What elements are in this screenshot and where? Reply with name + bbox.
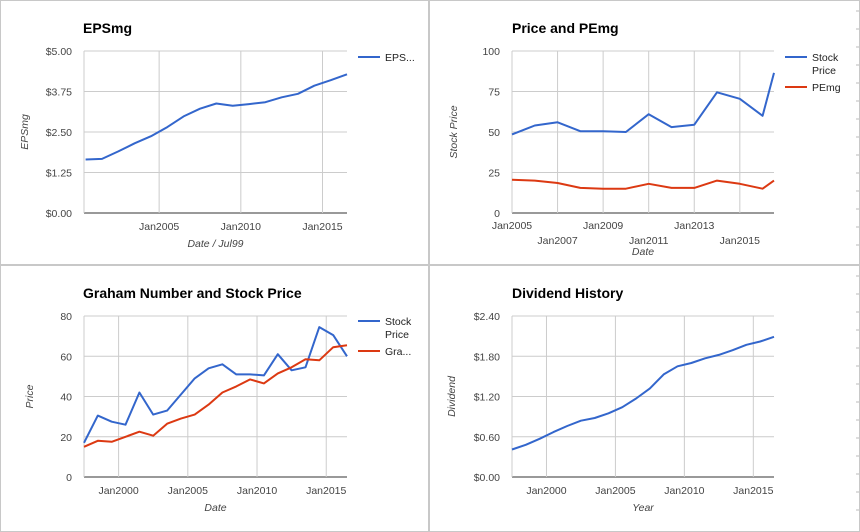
x-tick-label: Jan2011	[629, 235, 669, 247]
chart-svg: Graham Number and Stock Price 0 20 40 60 80 Ja…	[24, 285, 412, 514]
x-tick-label: Jan2015	[306, 485, 346, 497]
y-tick-label: 0	[494, 208, 500, 220]
legend-label: EPS...	[385, 52, 415, 64]
series-line-series	[511, 335, 775, 451]
chart-title: EPSmg	[83, 20, 132, 36]
y-axis-title: Price	[24, 384, 36, 408]
x-tick-label: Jan2000	[526, 485, 566, 497]
x-tick-label: Jan2013	[674, 220, 714, 232]
y-tick-label: $1.25	[46, 168, 72, 180]
legend-label: PEmg	[812, 82, 841, 94]
x-tick-label: Jan2015	[733, 485, 773, 497]
x-axis-title: Date	[632, 246, 654, 258]
chart-panel-dividend-history: Dividend History $0.00 $0.60 $1.20 $1.80 $2.4…	[430, 266, 859, 531]
y-tick-label: $0.60	[474, 432, 500, 444]
x-tick-label: Jan2005	[168, 485, 208, 497]
legend-label: Gra...	[385, 346, 411, 358]
y-tick-label: $1.80	[474, 351, 500, 363]
y-axis-title: Dividend	[446, 375, 458, 417]
legend-label: Stock Price	[812, 52, 839, 77]
y-tick-label: 50	[488, 127, 500, 139]
x-tick-label: Jan2009	[583, 220, 623, 232]
y-tick-label: 60	[60, 351, 72, 363]
chart-panel-price-pemg: Price and PEmg 0 25 50 75 100 Jan2005 Jan2007 Ja…	[430, 1, 859, 264]
series-line-gra	[83, 344, 348, 448]
y-tick-label: 40	[60, 392, 72, 404]
x-tick-label: Jan2005	[595, 485, 635, 497]
chart-title: Price and PEmg	[512, 20, 619, 36]
x-tick-label: Jan2005	[139, 221, 179, 233]
x-axis-title: Year	[632, 502, 654, 514]
chart-panel-epsmg: EPSmg $0.00 $1.25 $2.50 $3.75 $5.00 Jan2005 Jan…	[1, 1, 428, 264]
chart-title: Dividend History	[512, 285, 623, 301]
chart-svg: Dividend History $0.00 $0.60 $1.20 $1.80 $2.4…	[446, 275, 859, 514]
y-tick-label: 75	[488, 87, 500, 99]
x-tick-label: Jan2010	[237, 485, 277, 497]
y-tick-label: $0.00	[46, 208, 72, 220]
series-line-eps	[85, 73, 348, 161]
series-line-pemg	[511, 178, 775, 190]
x-axis-title: Date / Jul99	[187, 238, 243, 250]
y-axis-title: EPSmg	[19, 114, 31, 150]
x-tick-label: Jan2007	[537, 235, 577, 247]
y-tick-label: 25	[488, 168, 500, 180]
y-tick-label: $1.20	[474, 392, 500, 404]
y-tick-label: 80	[60, 311, 72, 323]
chart-svg: Price and PEmg 0 25 50 75 100 Jan2005 Jan2007 Ja…	[448, 10, 859, 258]
x-tick-label: Jan2010	[221, 221, 261, 233]
y-tick-label: 100	[482, 46, 500, 58]
y-tick-label: 20	[60, 432, 72, 444]
y-tick-label: $2.50	[46, 127, 72, 139]
y-tick-label: $3.75	[46, 87, 72, 99]
y-tick-label: 0	[66, 472, 72, 484]
x-tick-label: Jan2000	[98, 485, 138, 497]
x-tick-label: Jan2015	[302, 221, 342, 233]
chart-panel-graham-number: Graham Number and Stock Price 0 20 40 60 80 Ja…	[1, 266, 428, 531]
chart-svg: EPSmg $0.00 $1.25 $2.50 $3.75 $5.00 Jan2005 Jan…	[19, 20, 415, 250]
series-line-stock-price	[511, 72, 775, 136]
x-tick-label: Jan2010	[664, 485, 704, 497]
x-tick-label: Jan2005	[492, 220, 532, 232]
series-line-stock-price	[83, 326, 348, 444]
y-tick-label: $2.40	[474, 311, 500, 323]
x-axis-title: Date	[204, 502, 226, 514]
y-tick-label: $5.00	[46, 46, 72, 58]
y-tick-label: $0.00	[474, 472, 500, 484]
y-axis-title: Stock Price	[448, 105, 460, 158]
legend-label: Stock Price	[385, 316, 412, 341]
chart-title: Graham Number and Stock Price	[83, 285, 302, 301]
x-tick-label: Jan2015	[720, 235, 760, 247]
